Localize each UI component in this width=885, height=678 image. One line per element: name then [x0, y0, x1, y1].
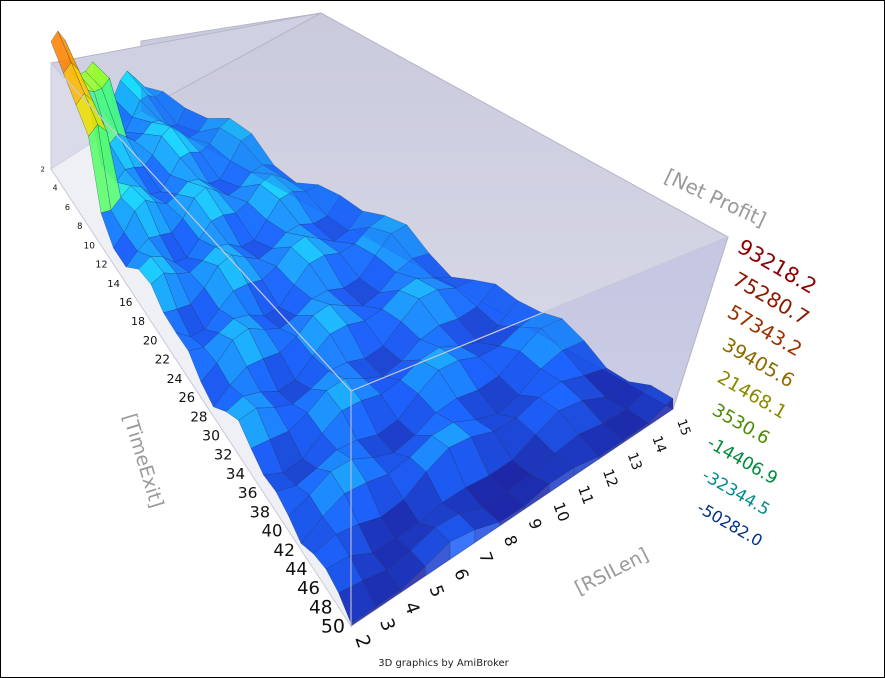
y-tick-label: 42 — [273, 541, 295, 561]
y-tick-label: 40 — [262, 522, 283, 541]
y-tick-label: 4 — [53, 184, 58, 193]
x-tick-label: 5 — [425, 583, 448, 600]
y-tick-label: 32 — [214, 448, 232, 464]
y-tick-label: 2 — [41, 165, 45, 173]
y-tick-label: 28 — [190, 409, 207, 425]
surface-skirt — [628, 381, 651, 397]
y-tick-label: 34 — [226, 465, 245, 483]
x-axis-label: [RSILen] — [571, 544, 652, 600]
y-tick-label: 6 — [65, 203, 70, 212]
surface-skirt — [362, 211, 385, 248]
surface-skirt — [584, 340, 607, 372]
surface-skirt — [451, 276, 474, 298]
credit-text: 3D graphics by AmiBroker — [378, 658, 509, 669]
y-tick-label: 22 — [155, 353, 170, 367]
y-tick-label: 24 — [167, 371, 183, 386]
bounding-box-front-edges — [50, 62, 729, 626]
surface-skirt — [540, 311, 563, 347]
y-tick-label: 50 — [321, 616, 345, 638]
y-tick-label: 12 — [95, 260, 107, 271]
surface-skirt — [229, 118, 252, 174]
y-axis-label: [TimeExit] — [118, 411, 167, 510]
surface-skirt — [274, 165, 297, 198]
x-tick-label: 9 — [525, 516, 546, 532]
x-tick-label: 7 — [475, 549, 497, 566]
profit-surface — [50, 30, 674, 627]
surface-skirt — [429, 253, 452, 285]
x-tick-label: 15 — [673, 417, 693, 438]
x-tick-label: 14 — [648, 434, 669, 456]
surface-skirt — [141, 85, 164, 124]
y-tick-label: 14 — [107, 279, 120, 290]
surface-skirt — [185, 108, 208, 149]
y-tick-label: 20 — [143, 333, 158, 347]
x-tick-label: 3 — [375, 616, 399, 634]
y-tick-label: 36 — [238, 484, 258, 502]
surface-skirt — [647, 397, 674, 427]
surface-skirt — [318, 184, 341, 223]
surface-skirt — [384, 215, 407, 260]
surface-skirt — [407, 224, 430, 273]
box-edge — [350, 236, 729, 392]
surface-skirt — [650, 385, 673, 409]
surface-skirt — [207, 118, 230, 161]
x-tick-label: 11 — [574, 483, 596, 507]
y-tick-label: 10 — [84, 241, 96, 251]
surface-skirt — [562, 318, 585, 360]
y-tick-label: 44 — [285, 560, 307, 580]
x-tick-label: 10 — [549, 500, 573, 524]
x-tick-label: 6 — [449, 566, 472, 583]
surface-skirt — [340, 195, 363, 236]
y-tick-label: 46 — [297, 578, 320, 599]
surface-skirt — [296, 182, 319, 211]
surface-skirt — [473, 279, 496, 310]
x-tick-label: 2 — [350, 632, 375, 651]
y-tick-label: 18 — [131, 315, 145, 328]
x-tick-label: 4 — [400, 599, 424, 617]
surface-skirt — [495, 284, 518, 323]
y-tick-label: 48 — [309, 597, 333, 618]
y-tick-label: 30 — [202, 428, 220, 444]
x-tick-label: 8 — [500, 533, 521, 549]
surface-skirt — [163, 91, 186, 136]
y-tick-label: 16 — [119, 297, 133, 309]
surface-skirt — [606, 367, 629, 385]
x-tick-label: 12 — [599, 467, 620, 490]
x-tick-label: 13 — [624, 450, 645, 472]
box-edge — [50, 62, 352, 392]
y-tick-label: 8 — [77, 222, 82, 232]
surface-skirt — [517, 300, 540, 335]
y-tick-label: 38 — [250, 502, 270, 521]
y-axis-ticks: 2468101214161820222426283032343638404244… — [41, 165, 345, 637]
y-tick-label: 26 — [178, 391, 195, 406]
surface-skirt — [251, 133, 274, 186]
